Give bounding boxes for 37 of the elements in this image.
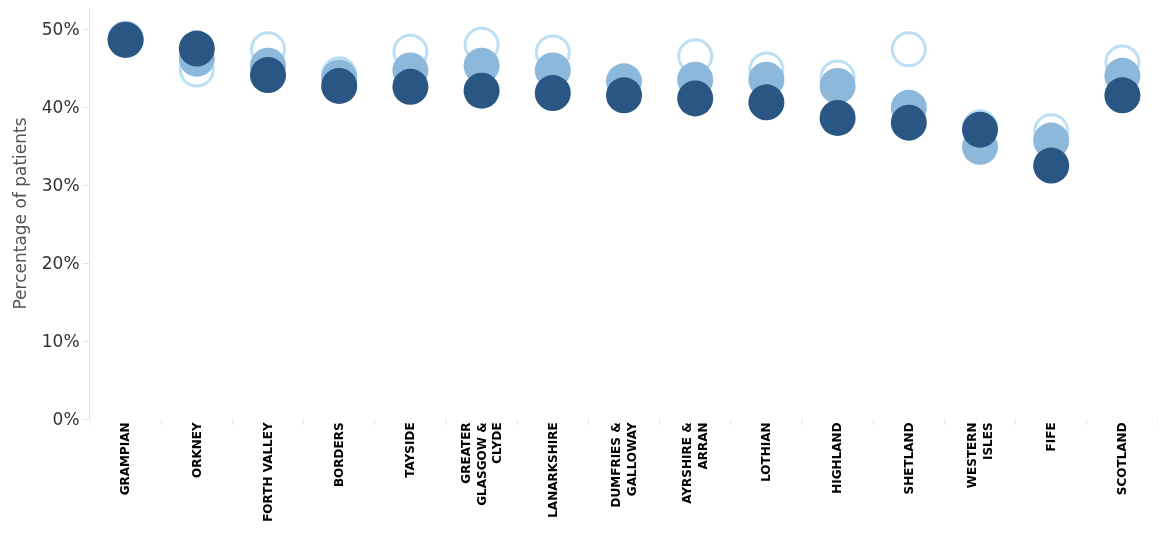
x-tick-label: SCOTLAND	[1115, 422, 1130, 496]
y-tick-label: 20%	[41, 252, 80, 273]
x-tick-label: GRAMPIAN	[118, 422, 133, 496]
x-tick-label: ORKNEY	[189, 422, 204, 479]
y-axis-title: Percentage of patients	[10, 117, 31, 310]
point	[748, 84, 785, 121]
x-tick-label: GREATER GLASGOW & CLYDE	[458, 422, 505, 506]
x-tick-label: HIGHLAND	[830, 422, 845, 494]
y-tick-label: 50%	[41, 19, 80, 40]
x-tick-label: BORDERS	[332, 422, 347, 488]
y-tick-label: 30%	[41, 174, 80, 195]
x-tick-label: LOTHIAN	[759, 422, 774, 482]
point	[606, 77, 642, 114]
x-tick-label: FORTH VALLEY	[260, 422, 275, 522]
point	[819, 67, 856, 104]
point	[677, 80, 714, 117]
x-tick-label: SHETLAND	[901, 422, 916, 495]
x-tick-label: TAYSIDE	[403, 422, 418, 478]
point	[392, 68, 429, 105]
point	[250, 57, 286, 94]
x-tick-label: AYRSHIRE & ARRAN	[680, 422, 710, 504]
x-tick-label: DUMFRIES & GALLOWAY	[609, 422, 639, 508]
point	[1104, 77, 1141, 114]
point	[1033, 147, 1070, 184]
y-tick-label: 40%	[41, 97, 80, 117]
point	[819, 99, 856, 136]
point	[890, 31, 927, 68]
point	[890, 104, 927, 141]
y-tick-label: 0%	[52, 408, 80, 429]
point	[463, 72, 500, 109]
point	[178, 30, 215, 67]
point	[321, 67, 358, 104]
x-tick-label: LANARKSHIRE	[545, 422, 560, 518]
x-tick-label: WESTERN ISLES	[965, 422, 995, 489]
point	[534, 75, 571, 111]
y-tick-label: 10%	[41, 330, 80, 351]
x-tick-label: FIFE	[1044, 422, 1059, 452]
